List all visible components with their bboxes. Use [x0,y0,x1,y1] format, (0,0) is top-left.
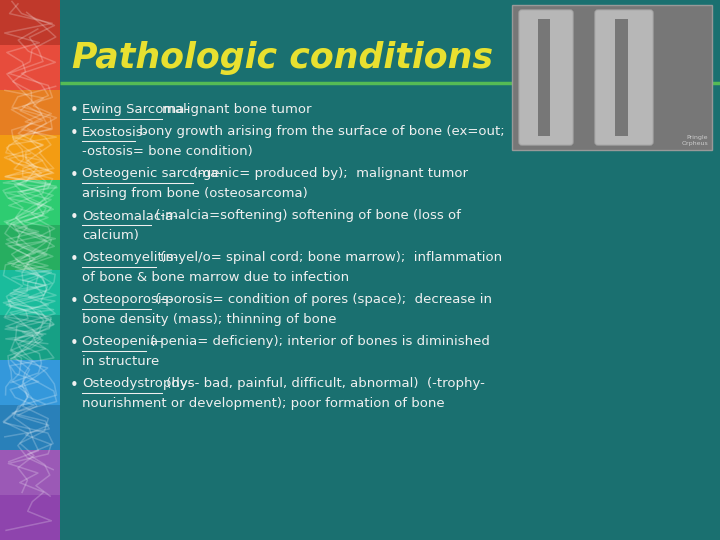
Bar [615,19,628,136]
Bar [0,0,60,45]
Text: bony growth arising from the surface of bone (ex=out;: bony growth arising from the surface of … [135,125,505,138]
Text: (myel/o= spinal cord; bone marrow);  inflammation: (myel/o= spinal cord; bone marrow); infl… [156,252,503,265]
Text: Pathologic conditions: Pathologic conditions [72,41,493,75]
Text: •: • [70,210,78,225]
Bar [0,45,60,90]
Text: (-porosis= condition of pores (space);  decrease in: (-porosis= condition of pores (space); d… [151,294,492,307]
Text: Osteoporosis-: Osteoporosis- [82,294,174,307]
Text: (dys- bad, painful, difficult, abnormal)  (-trophy-: (dys- bad, painful, difficult, abnormal)… [161,377,485,390]
Text: •: • [70,103,78,118]
Bar [538,19,550,136]
Text: Ewing Sarcoma-: Ewing Sarcoma- [82,103,194,116]
Bar [0,495,60,540]
Text: •: • [70,125,78,140]
Text: Osteodystrophy-: Osteodystrophy- [82,377,192,390]
Bar [512,5,712,150]
Text: Osteopenia-: Osteopenia- [82,335,167,348]
Text: •: • [70,377,78,393]
Text: of bone & bone marrow due to infection: of bone & bone marrow due to infection [82,271,349,284]
Bar [0,270,60,315]
Bar [0,90,60,135]
Text: Osteomyelitis-: Osteomyelitis- [82,252,178,265]
Text: -ostosis= bone condition): -ostosis= bone condition) [82,145,253,158]
Text: •: • [70,252,78,267]
Text: •: • [70,167,78,183]
Bar [0,225,60,270]
Text: bone density (mass); thinning of bone: bone density (mass); thinning of bone [82,313,336,326]
Bar [0,315,60,360]
FancyBboxPatch shape [519,10,573,145]
FancyBboxPatch shape [595,10,653,145]
Bar [0,180,60,225]
Text: •: • [70,294,78,308]
Text: Pringle
Orpheus: Pringle Orpheus [681,135,708,146]
Text: •: • [70,335,78,350]
Bar [0,450,60,495]
Text: (-malcia=softening) softening of bone (loss of: (-malcia=softening) softening of bone (l… [151,210,461,222]
Text: Osteomalacia-: Osteomalacia- [82,210,178,222]
Text: (-genic= produced by);  malignant tumor: (-genic= produced by); malignant tumor [193,167,468,180]
Bar [0,360,60,405]
Text: Exostosis-: Exostosis- [82,125,148,138]
Text: malignant bone tumor: malignant bone tumor [161,103,311,116]
Text: arising from bone (osteosarcoma): arising from bone (osteosarcoma) [82,187,307,200]
Text: Osteogenic sarcoma-: Osteogenic sarcoma- [82,167,232,180]
Bar [0,135,60,180]
Text: calcium): calcium) [82,229,139,242]
Text: in structure: in structure [82,355,159,368]
Text: (-penia= deficieny); interior of bones is diminished: (-penia= deficieny); interior of bones i… [145,335,490,348]
Text: nourishment or development); poor formation of bone: nourishment or development); poor format… [82,397,445,410]
Bar [0,405,60,450]
